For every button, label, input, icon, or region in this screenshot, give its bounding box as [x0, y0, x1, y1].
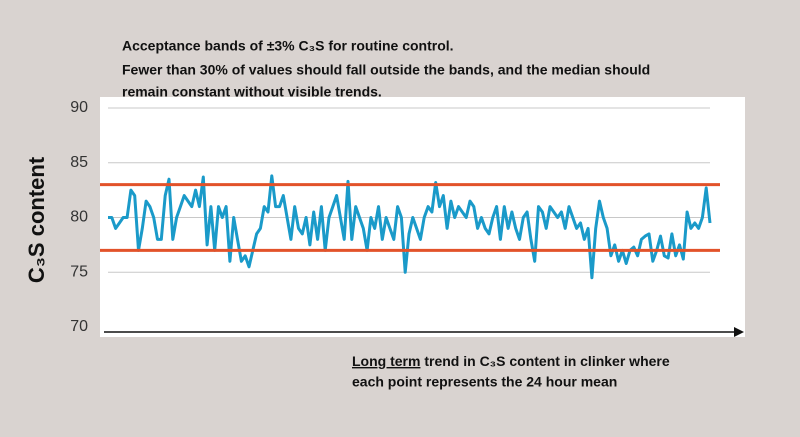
title-line: Fewer than 30% of values should fall out… — [122, 62, 650, 78]
title-line: Acceptance bands of ±3% C₃S for routine … — [122, 38, 454, 54]
x-axis-arrow — [734, 327, 744, 337]
y-tick-label: 80 — [70, 209, 88, 226]
annotation-text: trend in C₃S content in clinker where — [420, 353, 669, 369]
y-tick-label: 85 — [70, 154, 88, 171]
y-tick-label: 70 — [70, 318, 88, 335]
annotation-underlined: Long term — [352, 353, 420, 369]
y-axis-label: C₃S content — [24, 156, 49, 283]
data-line — [108, 174, 712, 280]
y-tick-label: 90 — [70, 99, 88, 116]
annotation: each point represents the 24 hour mean — [352, 374, 617, 390]
title-line: remain constant without visible trends. — [122, 84, 382, 100]
y-tick-label: 75 — [70, 263, 88, 280]
annotation: Long term trend in C₃S content in clinke… — [352, 353, 670, 369]
